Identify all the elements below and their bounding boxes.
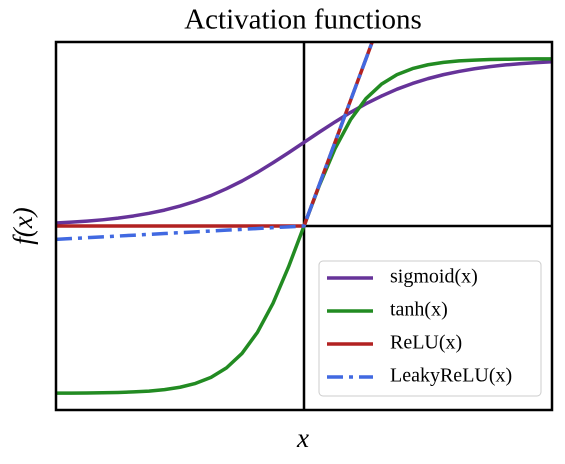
plot-area <box>56 42 552 410</box>
legend: sigmoid(x) tanh(x) ReLU(x) LeakyReLU(x) <box>318 260 542 397</box>
chart-title: Activation functions <box>184 4 422 36</box>
series-line <box>56 42 375 242</box>
legend-label: ReLU(x) <box>390 332 462 354</box>
y-axis-label: f(x) <box>8 207 38 244</box>
legend-label: LeakyReLU(x) <box>390 365 512 387</box>
legend-label: sigmoid(x) <box>390 266 478 288</box>
legend-box <box>318 260 542 397</box>
x-axis-label: x <box>296 423 309 453</box>
series-line <box>56 59 552 225</box>
legend-label: tanh(x) <box>390 299 448 321</box>
plot-frame <box>54 40 554 412</box>
